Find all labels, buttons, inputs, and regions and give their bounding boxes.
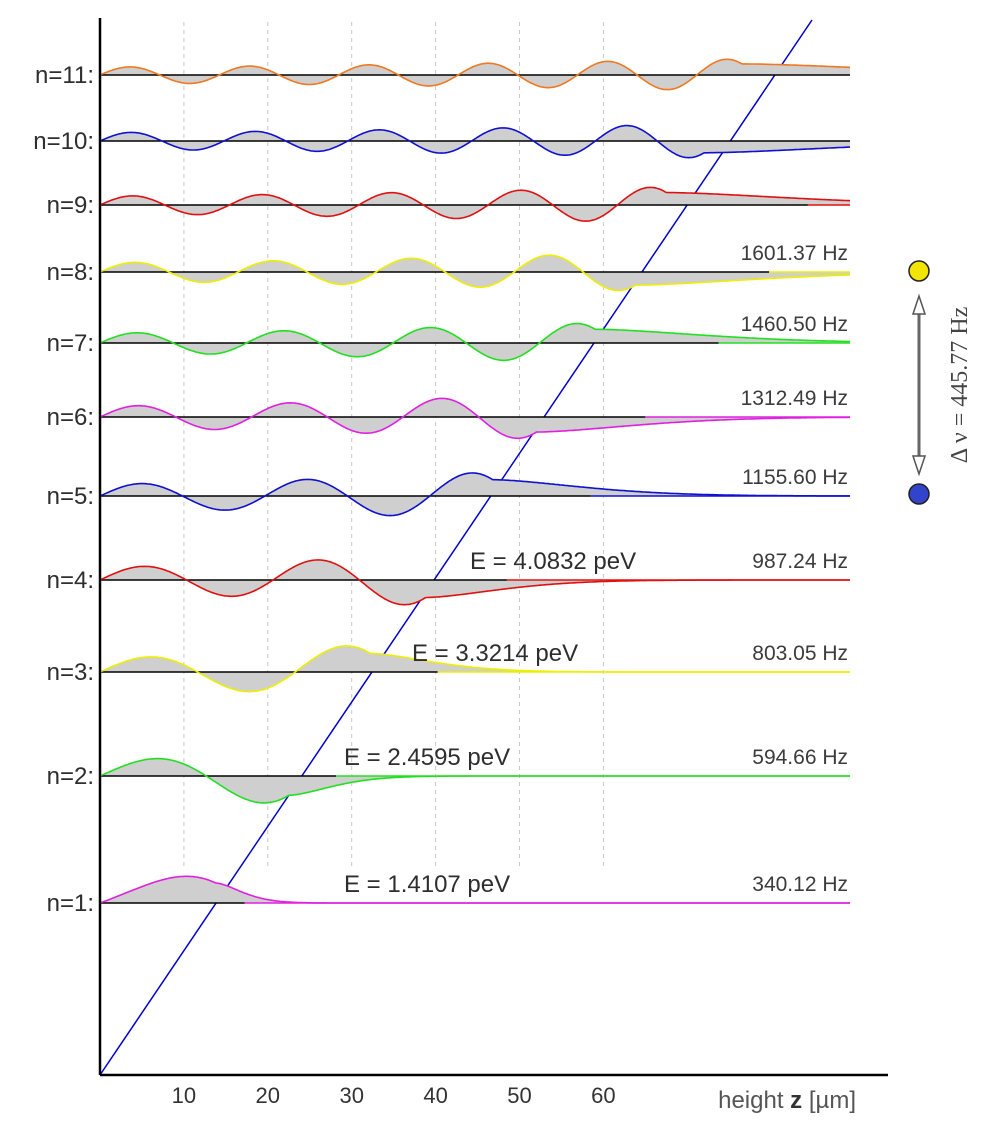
x-tick-label-10: 10 xyxy=(172,1083,196,1108)
level-3-energy: E = 3.3214 peV xyxy=(412,640,578,667)
level-1: n=1: 340.12 Hz E = 1.4107 peV xyxy=(47,871,850,917)
level-6-label: n=6: xyxy=(47,404,94,431)
level-6-wavefunction xyxy=(99,397,850,440)
level-7: n=7: 1460.50 Hz xyxy=(47,313,850,362)
x-tick-label-60: 60 xyxy=(591,1083,615,1108)
level-9-wavefunction xyxy=(99,186,851,222)
x-tick-label-40: 40 xyxy=(423,1083,447,1108)
x-tick-label-20: 20 xyxy=(256,1083,280,1108)
level-5-wavefunction xyxy=(99,472,850,517)
level-10-label: n=10: xyxy=(33,128,94,155)
level-10: n=10: xyxy=(33,124,850,159)
level-2-energy: E = 2.4595 peV xyxy=(344,744,510,771)
level-9: n=9: xyxy=(47,186,851,222)
transition-arrow-down-head xyxy=(911,455,927,477)
level-1-energy: E = 1.4107 peV xyxy=(344,871,510,898)
level-8-probability-fill xyxy=(100,255,850,291)
energy-levels: n=1: 340.12 Hz E = 1.4107 peV n=2: 594.66 Hz… xyxy=(33,58,851,917)
level-7-label: n=7: xyxy=(47,330,94,357)
level-9-probability-fill xyxy=(100,187,850,222)
level-8: n=8: 1601.37 Hz xyxy=(47,242,850,292)
level-4: n=4: 987.24 Hz E = 4.0832 peV xyxy=(47,548,850,606)
level-4-energy: E = 4.0832 peV xyxy=(470,548,636,575)
grid-lines xyxy=(183,22,604,870)
x-axis-title-unit: [µm] xyxy=(802,1087,856,1114)
level-2-frequency: 594.66 Hz xyxy=(752,746,848,769)
level-7-frequency: 1460.50 Hz xyxy=(741,313,848,336)
level-8-wavefunction xyxy=(99,254,850,292)
level-2: n=2: 594.66 Hz E = 2.4595 peV xyxy=(47,744,850,804)
level-1-probability-fill xyxy=(100,876,850,903)
transition-frequency-label: Δ ν = 445.77 Hz xyxy=(947,307,973,463)
level-11-wavefunction xyxy=(99,58,850,91)
potential-line xyxy=(99,19,813,1076)
level-1-frequency: 340.12 Hz xyxy=(752,873,848,896)
upper-state-dot xyxy=(908,260,930,282)
level-2-probability-fill xyxy=(100,758,850,803)
level-5-label: n=5: xyxy=(47,483,94,510)
level-2-label: n=2: xyxy=(47,763,94,790)
transition-arrow-up-head xyxy=(911,293,927,315)
level-8-label: n=8: xyxy=(47,259,94,286)
x-axis-title: height z [µm] xyxy=(718,1087,856,1114)
x-tick-label-50: 50 xyxy=(507,1083,531,1108)
x-tick-label-30: 30 xyxy=(339,1083,363,1108)
level-1-label: n=1: xyxy=(47,890,94,917)
level-3-probability-fill xyxy=(100,645,850,692)
level-4-frequency: 987.24 Hz xyxy=(752,550,848,573)
level-3-label: n=3: xyxy=(47,659,94,686)
level-5-frequency: 1155.60 Hz xyxy=(742,466,848,489)
axes: 10 20 30 40 50 60 height z [µm] xyxy=(98,18,888,1114)
level-7-wavefunction xyxy=(99,322,850,362)
level-10-wavefunction xyxy=(99,124,850,159)
level-8-frequency: 1601.37 Hz xyxy=(741,242,848,265)
level-11-label: n=11: xyxy=(35,62,94,89)
level-6-frequency: 1312.49 Hz xyxy=(741,387,848,410)
level-6: n=6: 1312.49 Hz xyxy=(47,387,850,440)
transition-indicator: Δ ν = 445.77 Hz xyxy=(908,260,973,505)
lower-state-dot xyxy=(908,483,930,505)
level-5-probability-fill xyxy=(100,472,850,516)
x-axis-title-prefix: height xyxy=(718,1087,790,1114)
level-9-label: n=9: xyxy=(47,192,94,219)
level-7-probability-fill xyxy=(100,323,850,361)
x-axis-title-var: z xyxy=(790,1087,802,1114)
level-11: n=11: xyxy=(35,58,850,91)
level-4-label: n=4: xyxy=(47,567,94,594)
level-3-frequency: 803.05 Hz xyxy=(752,642,848,665)
level-6-probability-fill xyxy=(100,398,850,439)
level-3: n=3: 803.05 Hz E = 3.3214 peV xyxy=(47,640,850,693)
gravity-potential-line xyxy=(99,19,813,1076)
level-5: n=5: 1155.60 Hz xyxy=(47,466,850,517)
